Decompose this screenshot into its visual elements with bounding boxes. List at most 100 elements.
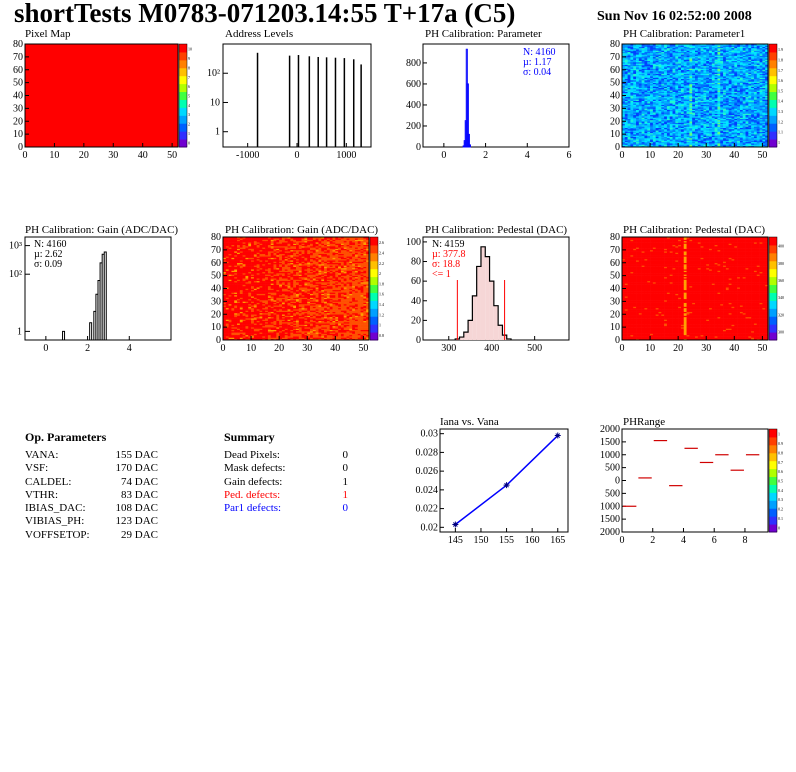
heatmap-cell: [655, 135, 659, 137]
heatmap-cell: [700, 105, 704, 108]
heatmap-cell: [225, 320, 229, 323]
heatmap-cell: [231, 269, 235, 271]
heatmap-cell: [720, 50, 724, 53]
heatmap-cell: [680, 59, 685, 62]
heatmap-cell: [709, 51, 713, 54]
heatmap-cell: [711, 89, 715, 91]
heatmap-cell: [658, 131, 662, 134]
heatmap-cell: [748, 123, 752, 126]
heatmap-cell: [689, 71, 693, 73]
heatmap-cell: [228, 330, 232, 333]
heatmap-cell: [223, 264, 227, 266]
heatmap-cell: [739, 44, 744, 46]
chart-ph-cal-gain-map: PH Calibration: Gain (ADC/DAC)0 10 20 30 40 5…: [211, 224, 384, 354]
heatmap-cell: [753, 140, 758, 143]
heatmap-cell: [686, 47, 690, 50]
heatmap-cell: [622, 91, 626, 94]
heatmap-cell: [652, 82, 656, 85]
heatmap-cell: [666, 45, 671, 47]
heatmap-cell: [638, 65, 642, 68]
heatmap-cell: [692, 74, 696, 77]
heatmap-cell: [723, 55, 727, 58]
heatmap-cell: [647, 136, 651, 139]
heatmap-cell: [237, 278, 241, 280]
heatmap-cell: [228, 280, 232, 283]
heatmap-cell: [739, 45, 744, 47]
heatmap-cell: [228, 264, 232, 266]
heatmap-cell: [700, 132, 704, 135]
heatmap-cell: [753, 143, 758, 145]
heatmap-cell: [711, 96, 715, 99]
heatmap-cell: [622, 62, 626, 64]
heatmap-cell: [633, 45, 637, 47]
heatmap-cell: [717, 45, 721, 47]
heatmap-cell: [225, 253, 229, 256]
heatmap-cell: [672, 91, 676, 94]
heatmap-cell: [734, 72, 738, 74]
heatmap-cell: [633, 109, 637, 112]
heatmap-cell: [675, 86, 679, 89]
heatmap-cell: [700, 92, 704, 95]
heatmap-cell: [697, 96, 701, 99]
heatmap-cell: [669, 127, 673, 130]
heatmap-cell: [223, 292, 227, 294]
heatmap-cell: [753, 64, 758, 67]
heatmap-cell: [725, 136, 729, 139]
heatmap-cell: [683, 47, 687, 50]
heatmap-cell: [231, 314, 235, 316]
heatmap-cell: [655, 77, 659, 80]
heatmap-cell: [655, 46, 659, 49]
heatmap-cell: [683, 109, 687, 112]
heatmap-cell: [683, 54, 687, 56]
heatmap-cell: [627, 50, 631, 53]
heatmap-cell: [237, 280, 241, 283]
heatmap-cell: [231, 255, 235, 257]
heatmap-cell: [664, 72, 668, 74]
heatmap-cell: [731, 94, 735, 96]
heatmap-cell: [627, 80, 631, 82]
heatmap-cell: [723, 119, 727, 122]
heatmap-cell: [666, 78, 671, 81]
heatmap-cell: [658, 64, 662, 67]
heatmap-cell: [686, 132, 690, 135]
heatmap-cell: [759, 59, 763, 62]
heatmap-cell: [666, 118, 671, 121]
heatmap-cell: [636, 140, 640, 143]
heatmap-cell: [731, 144, 735, 147]
heatmap-cell: [664, 141, 668, 144]
heatmap-cell: [697, 140, 701, 143]
heatmap-cell: [737, 56, 741, 59]
heatmap-cell: [658, 94, 662, 96]
heatmap-cell: [658, 130, 662, 132]
heatmap-cell: [697, 50, 701, 53]
heatmap-cell: [765, 78, 769, 81]
heatmap-cell: [742, 89, 746, 91]
heatmap-cell: [720, 83, 724, 86]
heatmap-cell: [675, 80, 679, 82]
heatmap-cell: [756, 113, 760, 116]
heatmap-cell: [765, 123, 769, 126]
heatmap-cell: [228, 292, 232, 294]
heatmap-cell: [686, 110, 690, 113]
heatmap-cell: [756, 71, 760, 73]
heatmap-cell: [658, 78, 662, 81]
heatmap-cell: [239, 261, 243, 264]
heatmap-cell: [748, 99, 752, 101]
heatmap-cell: [695, 121, 699, 123]
heatmap-cell: [664, 58, 668, 60]
heatmap-cell: [748, 108, 752, 110]
heatmap-cell: [711, 131, 715, 134]
heatmap-cell: [731, 105, 735, 108]
heatmap-cell: [692, 116, 696, 118]
heatmap-cell: [678, 105, 682, 108]
heatmap-cell: [689, 69, 693, 72]
heatmap-cell: [745, 109, 749, 112]
heatmap-cell: [650, 118, 654, 121]
heatmap-cell: [644, 77, 648, 80]
heatmap-cell: [658, 132, 662, 135]
heatmap-cell: [703, 140, 707, 143]
heatmap-cell: [709, 81, 713, 83]
heatmap-cell: [636, 130, 640, 132]
heatmap-cell: [242, 307, 246, 310]
heatmap-cell: [655, 110, 659, 113]
